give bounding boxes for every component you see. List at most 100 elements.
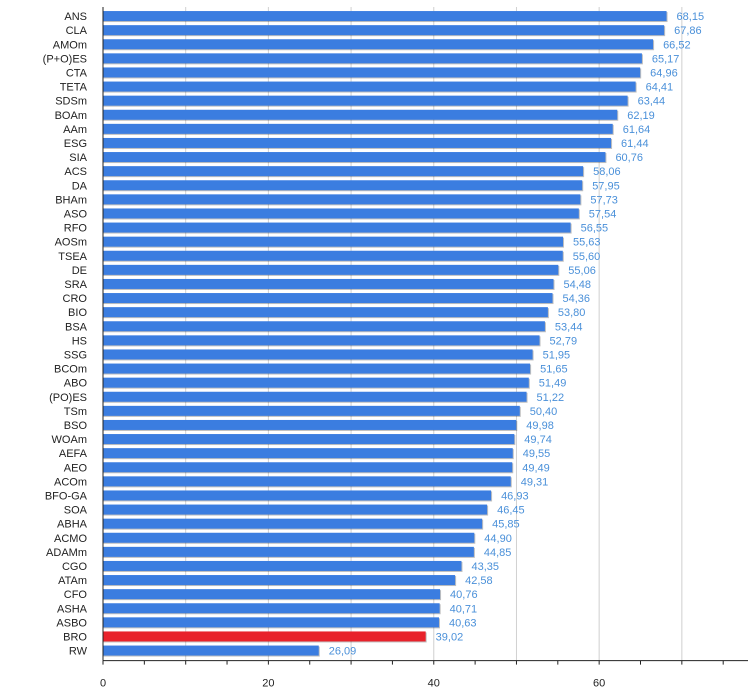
bar xyxy=(103,321,545,332)
bar xyxy=(103,208,579,219)
category-label: HS xyxy=(72,335,87,347)
value-label: 63,44 xyxy=(638,96,666,108)
category-label: SDSm xyxy=(55,96,87,108)
category-label: ABHA xyxy=(57,519,88,531)
value-label: 67,86 xyxy=(674,25,702,37)
bar xyxy=(103,137,612,148)
bar xyxy=(103,95,628,106)
category-label: CFO xyxy=(64,589,88,601)
value-label: 49,98 xyxy=(526,420,554,432)
category-label: BOAm xyxy=(55,110,87,122)
bars xyxy=(103,11,668,657)
value-label: 56,55 xyxy=(581,223,609,235)
category-label: BIO xyxy=(68,307,87,319)
value-label: 61,44 xyxy=(621,138,649,150)
bar xyxy=(103,264,559,275)
value-label: 66,52 xyxy=(663,39,691,51)
value-label: 55,06 xyxy=(568,265,596,277)
value-label: 57,95 xyxy=(592,180,620,192)
value-label: 43,35 xyxy=(471,561,499,573)
value-label: 65,17 xyxy=(652,53,680,65)
value-label: 57,73 xyxy=(590,194,618,206)
value-label: 49,49 xyxy=(522,462,550,474)
bar xyxy=(103,236,564,247)
category-label: TETA xyxy=(60,82,88,94)
bar xyxy=(103,532,475,543)
category-label: SIA xyxy=(69,152,87,164)
category-label: AAm xyxy=(63,124,87,136)
x-tick-label: 60 xyxy=(593,678,605,690)
category-label: AMOm xyxy=(53,39,87,51)
value-label: 55,63 xyxy=(573,237,601,249)
value-label: 55,60 xyxy=(573,251,601,263)
category-label: CTA xyxy=(66,67,88,79)
category-label: CGO xyxy=(62,561,88,573)
bar xyxy=(103,560,462,571)
value-label: 39,02 xyxy=(436,631,464,643)
category-label: (PO)ES xyxy=(49,392,87,404)
bar xyxy=(103,278,554,289)
value-labels: 68,15 67,86 66,52 65,17 64,96 64,41 63,44 62,19… xyxy=(329,11,705,657)
category-label: ASHA xyxy=(57,603,88,615)
category-label: WOAm xyxy=(52,434,87,446)
category-label: SOA xyxy=(64,505,88,517)
category-label: TSEA xyxy=(58,251,87,263)
bar xyxy=(103,377,529,388)
value-label: 44,90 xyxy=(484,533,512,545)
value-label: 54,36 xyxy=(563,293,591,305)
bar xyxy=(103,152,606,163)
category-label: CLA xyxy=(66,25,88,37)
x-tick-label: 0 xyxy=(100,678,106,690)
category-label: BSA xyxy=(65,321,88,333)
bar xyxy=(103,180,583,191)
bar xyxy=(103,546,474,557)
bar xyxy=(103,307,548,318)
value-label: 57,54 xyxy=(589,208,617,220)
bar xyxy=(103,462,513,473)
value-label: 51,49 xyxy=(539,378,567,390)
value-label: 51,22 xyxy=(537,392,565,404)
value-label: 40,76 xyxy=(450,589,478,601)
category-label: BRO xyxy=(63,631,87,643)
bar xyxy=(103,222,571,233)
category-label: BHAm xyxy=(55,194,87,206)
value-label: 40,63 xyxy=(449,617,477,629)
value-label: 64,96 xyxy=(650,67,678,79)
value-label: 40,71 xyxy=(450,603,478,615)
category-label: ABO xyxy=(64,378,88,390)
value-label: 64,41 xyxy=(646,82,674,94)
category-label: ACS xyxy=(64,166,87,178)
bar xyxy=(103,490,492,501)
bar xyxy=(103,575,456,586)
category-label: DA xyxy=(72,180,88,192)
value-label: 46,93 xyxy=(501,490,529,502)
bar xyxy=(103,53,642,64)
value-label: 52,79 xyxy=(550,335,578,347)
bar xyxy=(103,123,613,134)
bar xyxy=(103,166,584,177)
bar xyxy=(103,391,527,402)
value-label: 58,06 xyxy=(593,166,621,178)
category-label: CRO xyxy=(63,293,88,305)
bar xyxy=(103,603,440,614)
bar xyxy=(103,589,441,600)
category-label: AOSm xyxy=(55,237,87,249)
value-label: 45,85 xyxy=(492,519,520,531)
category-label: SSG xyxy=(64,349,87,361)
category-label: ANS xyxy=(64,11,87,23)
bar xyxy=(103,11,667,22)
bar xyxy=(103,617,439,628)
value-label: 53,44 xyxy=(555,321,583,333)
bar xyxy=(103,250,563,261)
value-label: 46,45 xyxy=(497,505,525,517)
bar xyxy=(103,419,517,430)
value-label: 54,48 xyxy=(564,279,592,291)
category-labels: ANS CLA AMOm (P+O)ES CTA TETA SDSm BOAm AAm ESG SI… xyxy=(43,11,88,657)
value-label: 51,65 xyxy=(540,364,568,376)
value-label: 68,15 xyxy=(677,11,705,23)
x-tick-label: 20 xyxy=(262,678,274,690)
category-label: ACOm xyxy=(54,476,87,488)
category-label: AEFA xyxy=(59,448,88,460)
category-label: TSm xyxy=(64,406,87,418)
bar xyxy=(103,504,488,515)
